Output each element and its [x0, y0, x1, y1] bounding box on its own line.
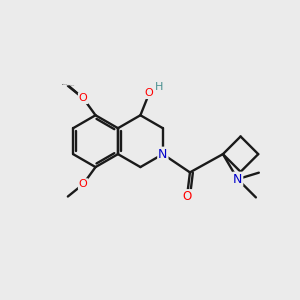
Text: O: O — [145, 88, 154, 98]
Text: O: O — [79, 93, 88, 103]
Text: N: N — [233, 172, 242, 186]
Text: methoxy: methoxy — [68, 84, 75, 86]
Text: O: O — [79, 179, 88, 189]
Text: O: O — [182, 190, 192, 203]
Text: N: N — [158, 148, 167, 160]
Text: methoxy: methoxy — [62, 84, 69, 85]
Text: H: H — [155, 82, 164, 92]
